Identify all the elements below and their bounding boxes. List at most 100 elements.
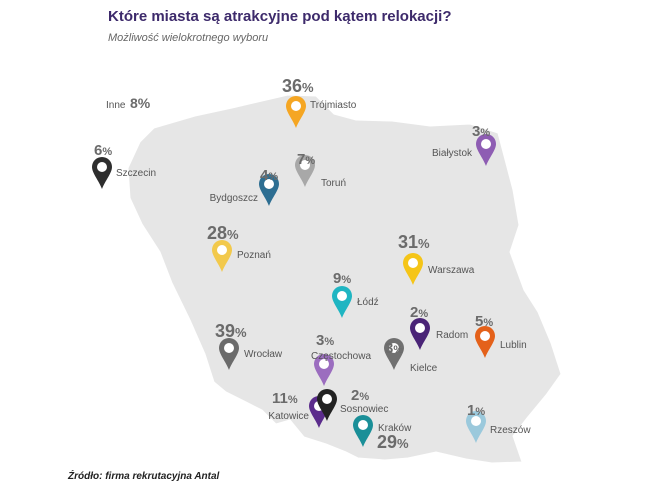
city-value-krakow: 29% <box>377 432 409 452</box>
city-name-szczecin: Szczecin <box>116 168 156 179</box>
percent-sign: % <box>341 274 351 286</box>
city-marker-lodz: 9% Łódź <box>332 270 379 318</box>
city-value-bydgoszcz: 4% <box>260 167 278 184</box>
city-marker-sosnowiec: 2%Sosnowiec <box>317 387 388 421</box>
city-value-radom: 2% <box>410 304 428 321</box>
percent-sign: % <box>235 325 247 340</box>
city-name-torun: Toruń <box>321 178 346 189</box>
map-pin-icon <box>332 286 352 318</box>
city-marker-bydgoszcz: 4%Bydgoszcz <box>210 167 279 206</box>
percent-sign: % <box>418 236 430 251</box>
city-value-wroclaw: 39% <box>215 321 247 341</box>
map-pin-icon <box>403 253 423 285</box>
other-label-text: Inne <box>106 100 126 111</box>
city-name-trojmiasto: Trójmiasto <box>310 100 357 111</box>
city-value-bialystok: 3% <box>472 123 490 140</box>
map-pin-icon <box>92 157 112 189</box>
city-name-wroclaw: Wrocław <box>244 349 283 360</box>
pin-hole <box>217 245 227 255</box>
percent-sign: % <box>397 436 409 451</box>
city-name-kielce: Kielce <box>410 363 438 374</box>
city-marker-lublin: 5% Lublin <box>475 313 527 358</box>
map-pin-icon <box>219 338 239 370</box>
city-marker-krakow: 29%Kraków <box>353 415 412 452</box>
city-name-lublin: Lublin <box>500 340 527 351</box>
city-marker-torun: 7% Toruń <box>295 151 346 189</box>
map-pin-icon <box>317 389 337 421</box>
pin-hole <box>415 323 425 333</box>
city-name-katowice: Katowice <box>268 411 309 422</box>
poland-outline <box>127 94 562 464</box>
pin-hole <box>322 394 332 404</box>
city-marker-trojmiasto: 36% Trójmiasto <box>282 76 357 128</box>
map-pin-icon <box>476 134 496 166</box>
city-value-torun: 7% <box>297 151 315 168</box>
city-name-czestochowa: Częstochowa <box>311 351 371 362</box>
city-marker-radom: 2% Radom <box>410 304 468 350</box>
percent-sign: % <box>418 308 428 320</box>
map-pin-icon <box>410 318 430 350</box>
source-note: Źródło: firma rekrutacyjna Antal <box>68 471 220 482</box>
city-value-warszawa: 31% <box>398 232 430 252</box>
city-value-szczecin: 6% <box>94 142 112 159</box>
city-value-sosnowiec: 2% <box>351 387 369 404</box>
pin-hole <box>97 162 107 172</box>
city-name-rzeszow: Rzeszów <box>490 425 531 436</box>
city-value-lodz: 9% <box>333 270 351 287</box>
map-pin-icon <box>259 174 279 206</box>
pin-hole <box>480 331 490 341</box>
city-marker-szczecin: 6% Szczecin <box>92 142 156 189</box>
city-name-radom: Radom <box>436 330 468 341</box>
map-pin-icon <box>314 354 334 386</box>
city-marker-rzeszow: 1% Rzeszów <box>466 402 531 443</box>
map-pin-icon <box>212 240 232 272</box>
percent-sign: % <box>483 317 493 329</box>
pin-hole <box>224 343 234 353</box>
city-value-lublin: 5% <box>475 313 493 330</box>
pin-hole <box>389 343 399 353</box>
percent-sign: % <box>302 80 314 95</box>
city-name-bydgoszcz: Bydgoszcz <box>210 193 258 204</box>
city-name-poznan: Poznań <box>237 250 271 261</box>
city-name-sosnowiec: Sosnowiec <box>340 404 388 415</box>
page-title: Które miasta są atrakcyjne pod kątem rel… <box>108 8 452 25</box>
page-subtitle: Możliwość wielokrotnego wyboru <box>108 32 269 44</box>
city-marker-czestochowa: 3% Częstochowa <box>311 332 371 386</box>
percent-sign: % <box>305 155 315 167</box>
city-name-krakow: Kraków <box>378 423 412 434</box>
city-value-katowice: 11% <box>272 390 298 407</box>
pin-hole <box>300 160 310 170</box>
map-pin-icon <box>286 96 306 128</box>
percent-sign: % <box>475 406 485 418</box>
other-value: 8% <box>130 95 151 111</box>
pin-hole <box>481 139 491 149</box>
city-value-czestochowa: 3% <box>316 332 334 349</box>
percent-sign: % <box>393 344 403 356</box>
map-pin-icon <box>384 338 404 370</box>
pin-hole <box>358 420 368 430</box>
city-value-trojmiasto: 36% <box>282 76 314 96</box>
city-marker-poznan: 28% Poznań <box>207 223 271 272</box>
city-marker-wroclaw: 39% Wrocław <box>215 321 283 370</box>
pin-hole <box>291 101 301 111</box>
percent-sign: % <box>480 127 490 139</box>
city-marker-bialystok: 3% Białystok <box>432 123 496 166</box>
percent-sign: % <box>324 336 334 348</box>
other-label: Inne 8% <box>106 95 151 111</box>
pin-hole <box>471 416 481 426</box>
city-marker-warszawa: 31% Warszawa <box>398 232 475 285</box>
city-value-rzeszow: 1% <box>467 402 485 419</box>
percent-sign: % <box>268 171 278 183</box>
percent-sign: % <box>359 391 369 403</box>
percent-sign: % <box>227 227 239 242</box>
city-marker-kielce: 3% Kielce <box>384 338 438 374</box>
map-pin-icon <box>475 326 495 358</box>
map-pin-icon <box>295 155 315 187</box>
city-name-bialystok: Białystok <box>432 148 473 159</box>
pin-hole <box>337 291 347 301</box>
map-pin-icon <box>353 415 373 447</box>
percent-sign: % <box>102 146 112 158</box>
city-name-lodz: Łódź <box>357 297 379 308</box>
city-value-kielce: 3% <box>385 340 403 357</box>
